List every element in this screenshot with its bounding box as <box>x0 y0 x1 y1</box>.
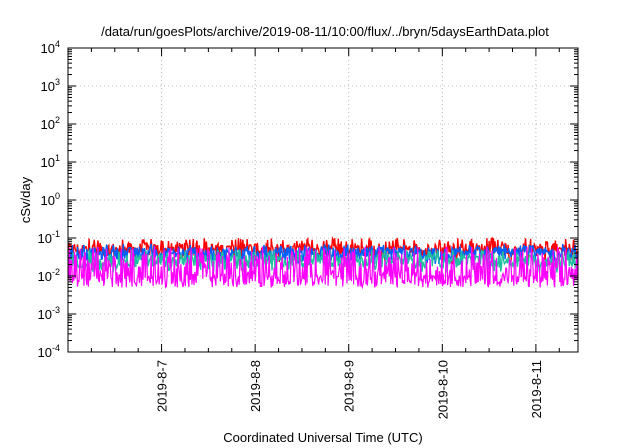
y-tick-label: 10-2 <box>38 267 60 284</box>
grid <box>68 47 578 353</box>
x-tick-label: 2019-8-7 <box>155 360 170 412</box>
x-tick-label: 2019-8-9 <box>342 360 357 412</box>
x-tick-label: 2019-8-11 <box>529 360 544 418</box>
x-tick-label: 2019-8-8 <box>248 360 263 412</box>
y-tick-label: 103 <box>41 77 60 94</box>
y-tick-label: 10-3 <box>38 305 60 322</box>
y-tick-label: 10-4 <box>38 343 60 360</box>
series-line <box>67 246 579 290</box>
y-tick-label: 101 <box>41 153 60 170</box>
y-axis: 104 103 102 101 100 10-1 10-2 10-3 10-4 <box>38 39 578 360</box>
y-tick-label: 10-1 <box>38 229 60 246</box>
series-layer <box>67 236 579 290</box>
y-tick-label: 102 <box>41 115 60 132</box>
x-axis: 2019-8-7 2019-8-8 2019-8-9 2019-8-10 2019-8-… <box>90 48 560 419</box>
y-tick-label: 104 <box>41 39 60 56</box>
x-tick-label: 2019-8-10 <box>435 360 450 419</box>
y-tick-label: 100 <box>41 191 60 208</box>
y-axis-label: cSv/day <box>18 176 33 223</box>
chart-title: /data/run/goesPlots/archive/2019-08-11/1… <box>101 24 549 39</box>
x-axis-label: Coordinated Universal Time (UTC) <box>223 430 422 445</box>
